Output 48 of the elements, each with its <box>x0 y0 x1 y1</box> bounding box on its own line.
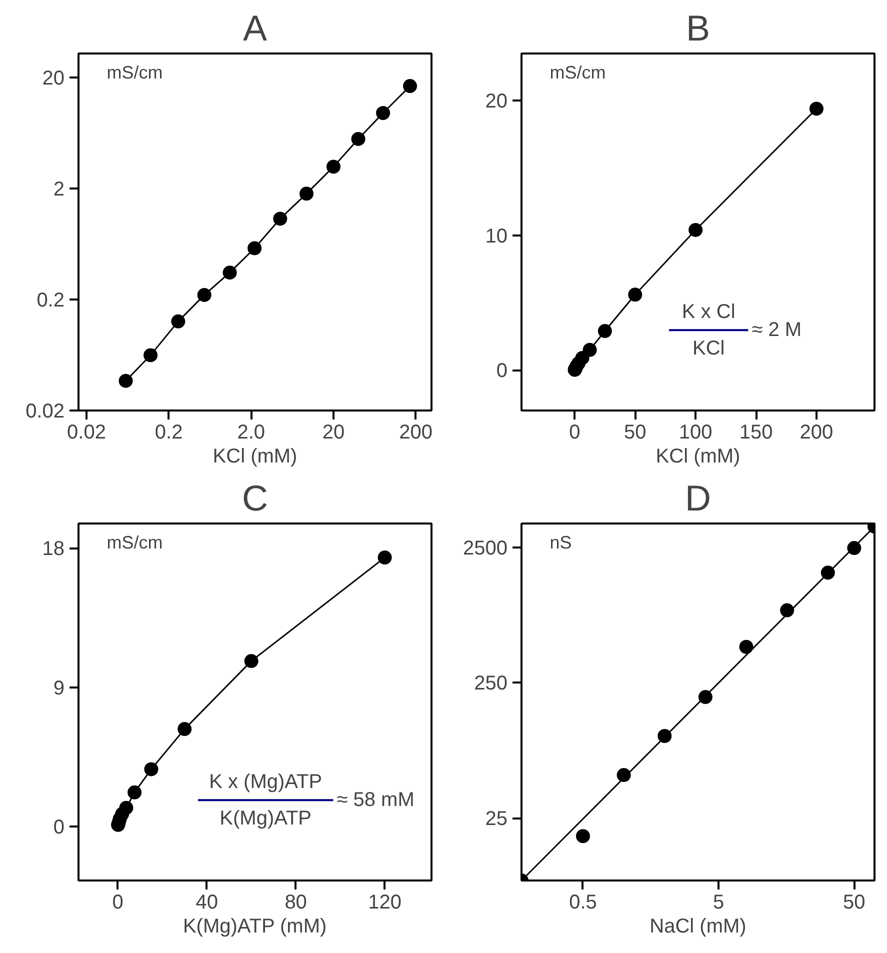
x-tick-label: 0 <box>569 422 580 444</box>
y-tick-label: 0.02 <box>26 400 65 422</box>
chart-title: C <box>242 478 268 518</box>
y-tick-label: 2500 <box>463 537 508 560</box>
annotation: mS/cm <box>550 62 606 82</box>
y-tick-label: 0.2 <box>36 290 65 312</box>
x-tick-label: 0.02 <box>67 422 106 444</box>
y-tick-label: 0 <box>53 816 64 838</box>
y-tick-label: 10 <box>485 225 508 248</box>
y-tick-label: 0 <box>496 360 508 382</box>
x-axis-title: NaCl (mM) <box>650 916 746 938</box>
x-tick-label: 40 <box>196 892 218 914</box>
y-tick-label: 18 <box>42 538 65 560</box>
annotation: K x (Mg)ATP <box>209 771 322 794</box>
annotation: ≈ 58 mM <box>336 789 414 812</box>
x-tick-label: 200 <box>800 422 834 444</box>
x-tick-label: 5 <box>713 892 724 914</box>
y-tick-label: 2 <box>53 178 64 201</box>
y-tick-label: 25 <box>485 808 508 830</box>
y-tick-label: 20 <box>42 68 65 90</box>
annotation: ≈ 2 M <box>752 319 802 342</box>
x-tick-label: 0.5 <box>569 892 597 914</box>
x-axis-title: KCl (mM) <box>656 446 740 468</box>
x-tick-label: 100 <box>678 422 712 444</box>
x-tick-label: 0.2 <box>154 422 183 444</box>
x-tick-label: 200 <box>399 422 433 444</box>
x-tick-label: 150 <box>739 422 773 444</box>
annotation: mS/cm <box>106 62 163 82</box>
annotation: K(Mg)ATP <box>220 807 312 830</box>
annotation: KCl <box>692 337 725 360</box>
x-tick-label: 120 <box>368 892 402 914</box>
x-tick-label: 80 <box>284 892 307 914</box>
y-tick-label: 250 <box>474 672 508 695</box>
x-tick-label: 2.0 <box>237 422 266 444</box>
chart-title: A <box>242 8 268 48</box>
annotation: mS/cm <box>106 532 163 552</box>
annotation: K x Cl <box>682 301 736 324</box>
chart-title: D <box>685 478 711 518</box>
chart-title: B <box>686 8 710 48</box>
x-tick-label: 0 <box>112 892 124 914</box>
x-tick-label: 50 <box>843 892 866 914</box>
y-tick-label: 20 <box>485 90 508 113</box>
x-axis-title: K(Mg)ATP (mM) <box>182 916 327 938</box>
x-tick-label: 20 <box>322 422 345 444</box>
y-tick-label: 9 <box>53 677 64 700</box>
annotation: nS <box>550 532 572 552</box>
x-tick-label: 50 <box>624 422 646 444</box>
x-axis-title: KCl (mM) <box>212 446 298 468</box>
